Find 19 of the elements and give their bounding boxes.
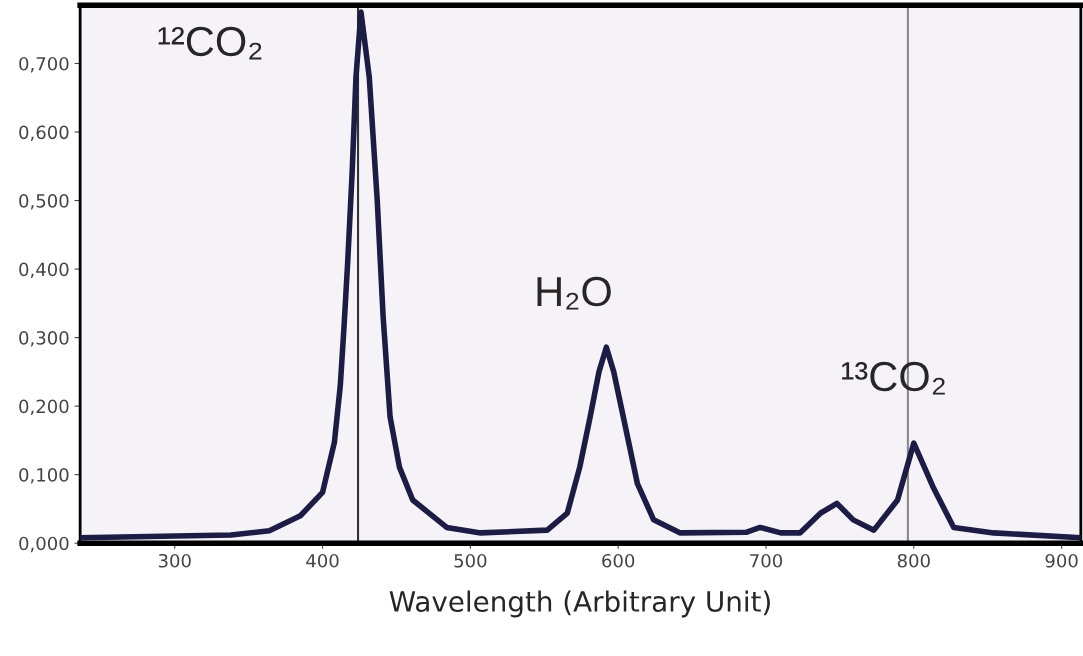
y-tick-label: 0,100 bbox=[19, 468, 69, 484]
x-tick-label: 700 bbox=[750, 553, 783, 568]
y-tick-label: 0,200 bbox=[19, 399, 69, 416]
annotation: ¹³CO₂ bbox=[842, 361, 945, 395]
y-tick-label: 0,500 bbox=[19, 194, 69, 210]
y-tick-label: 0,700 bbox=[19, 56, 69, 73]
x-tick-label: 900 bbox=[1045, 553, 1078, 568]
x-tick-label: 800 bbox=[897, 553, 930, 568]
x-axis-title: Wavelength (Arbitrary Unit) bbox=[389, 590, 770, 618]
y-tick-label: 0,600 bbox=[19, 125, 69, 141]
y-tick-label: 0,400 bbox=[19, 262, 69, 279]
x-tick-label: 600 bbox=[602, 553, 635, 568]
annotation: H₂O bbox=[537, 276, 611, 310]
x-tick-label: 400 bbox=[306, 553, 339, 568]
y-tick-label: 0,300 bbox=[19, 331, 69, 347]
x-tick-label: 300 bbox=[158, 553, 191, 568]
x-tick-label: 500 bbox=[454, 553, 487, 568]
y-tick-label: 0,000 bbox=[19, 536, 69, 553]
annotation: ¹²CO₂ bbox=[158, 26, 262, 60]
